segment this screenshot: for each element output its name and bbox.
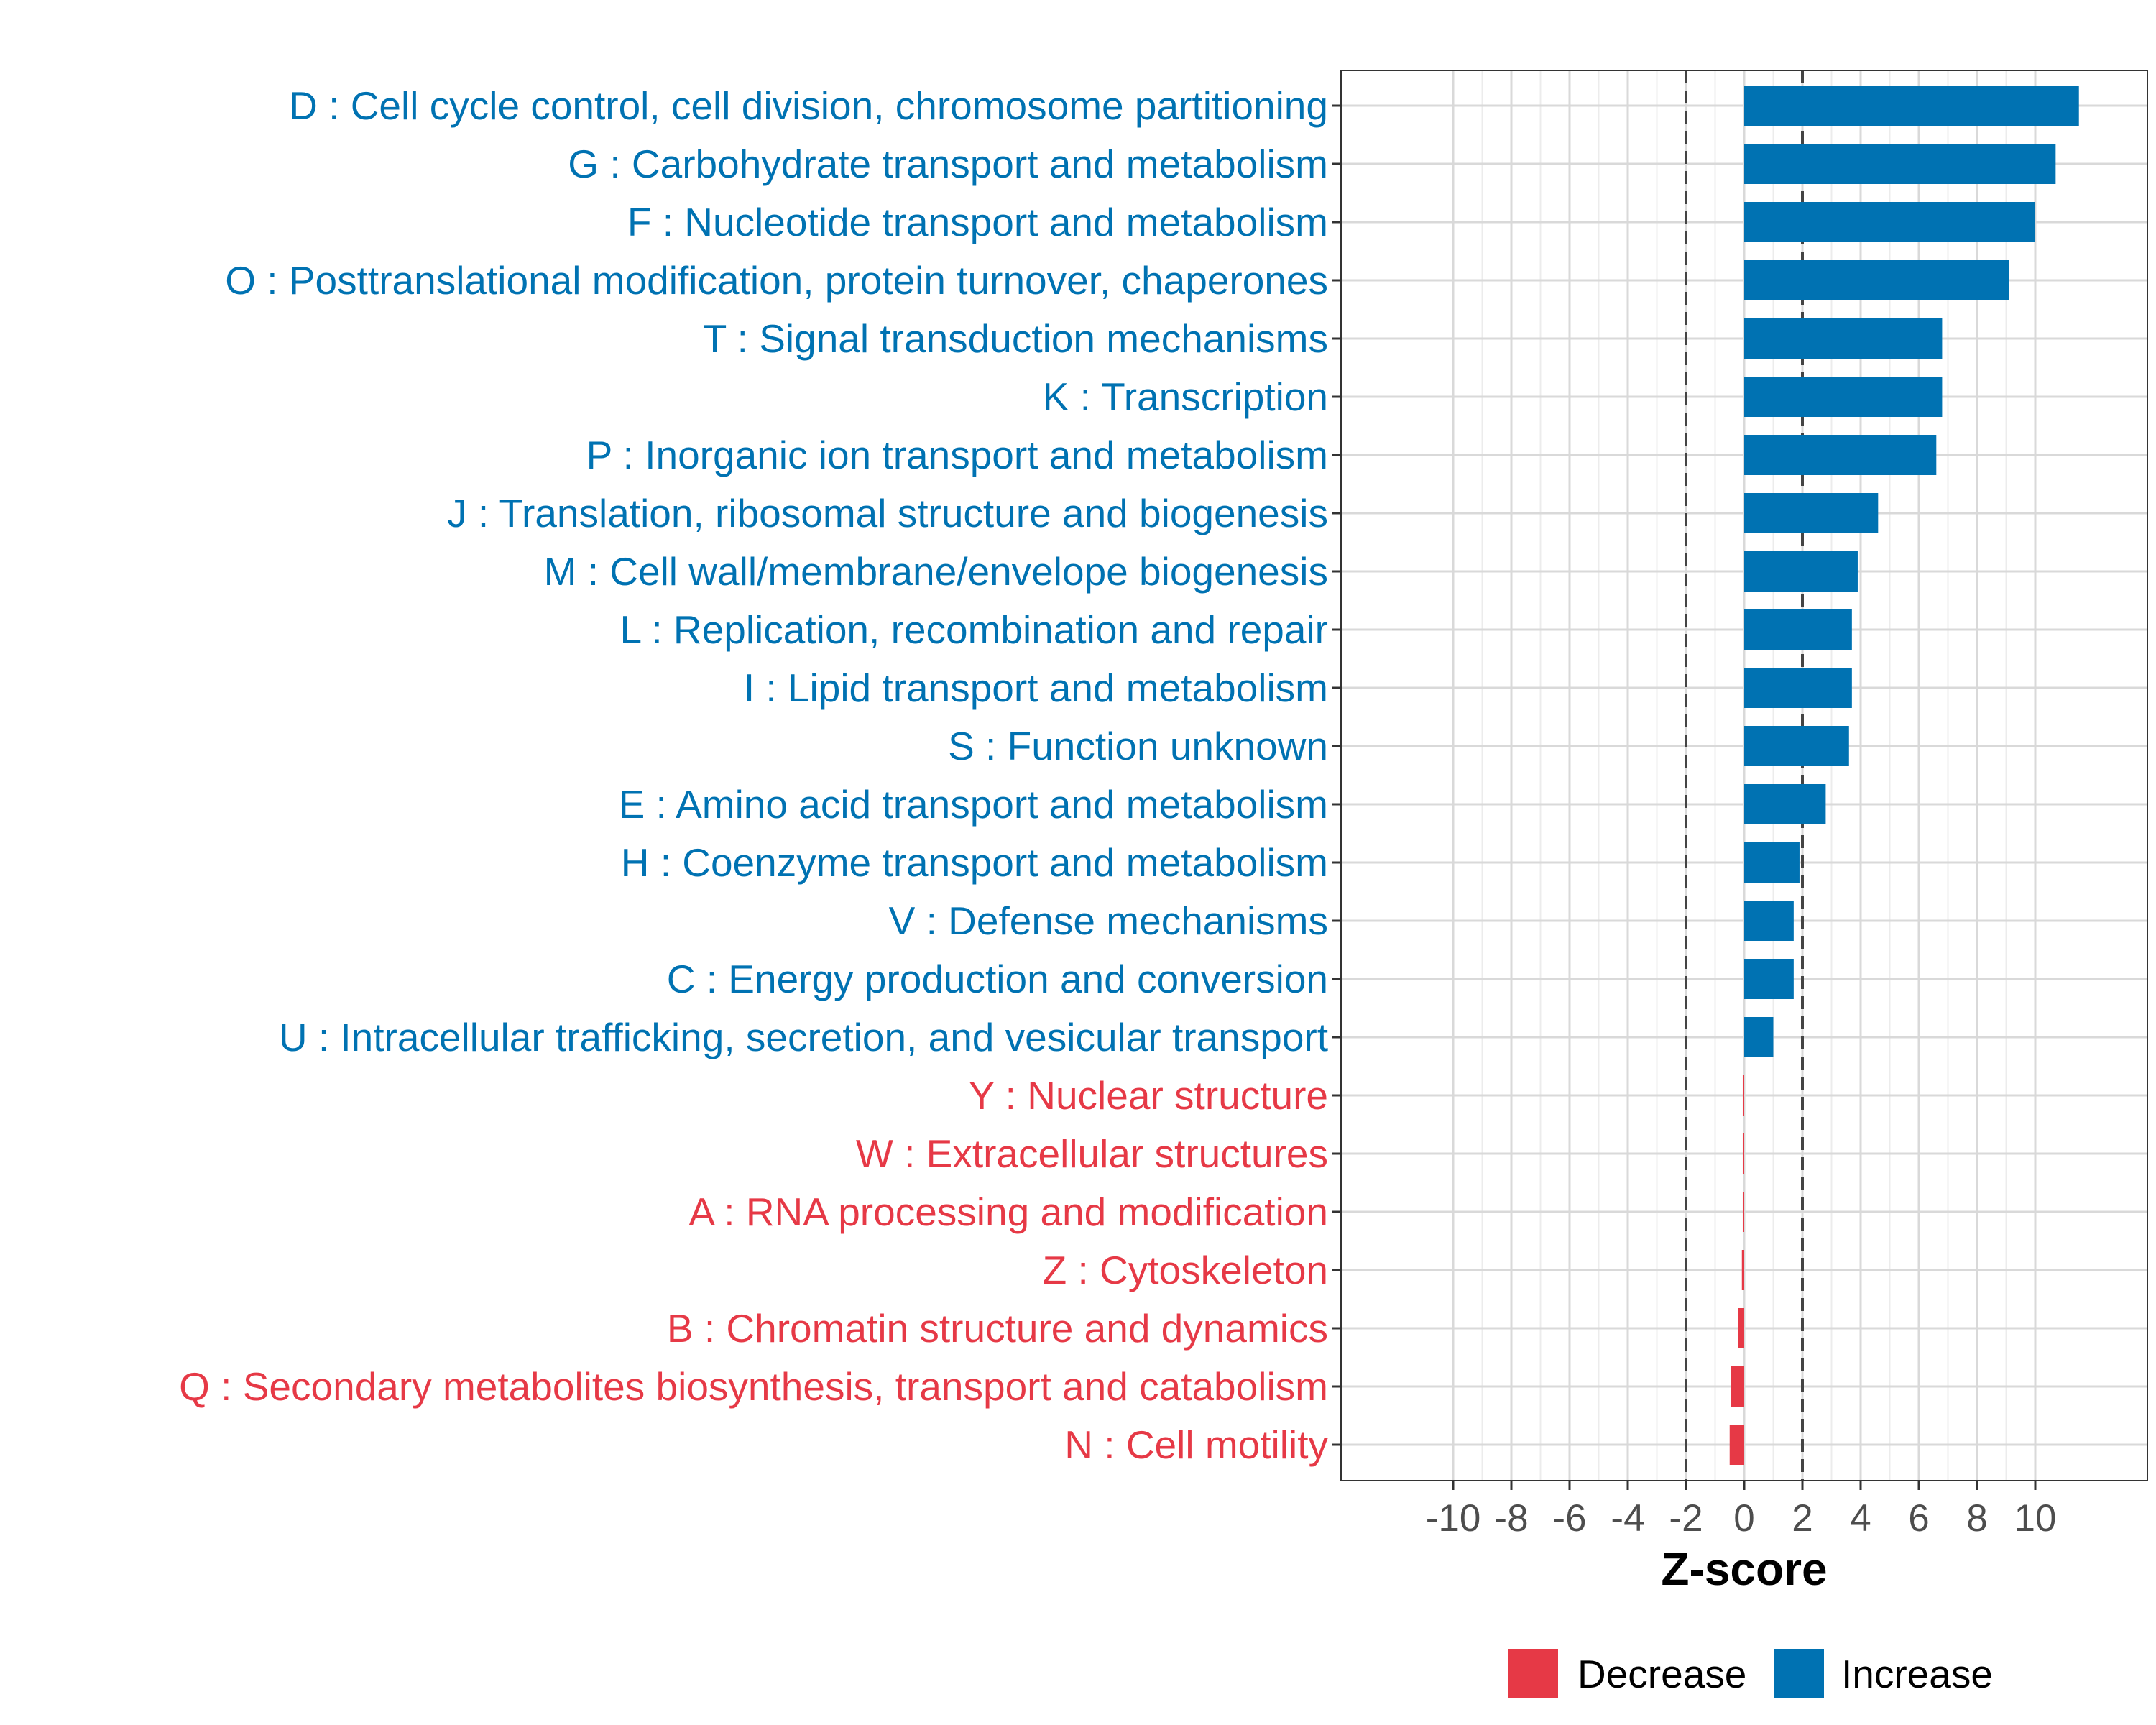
bar (1744, 260, 2009, 300)
x-tick-label: 10 (2014, 1497, 2057, 1540)
bar (1744, 551, 1858, 592)
category-label: S : Function unknown (948, 724, 1328, 768)
category-label: O : Posttranslational modification, prot… (225, 258, 1328, 303)
x-axis-title: Z-score (1661, 1543, 1827, 1595)
x-tick-label: 0 (1733, 1497, 1754, 1540)
x-tick-label: -10 (1426, 1497, 1481, 1540)
category-label: F : Nucleotide transport and metabolism (627, 200, 1328, 244)
bar (1744, 784, 1826, 824)
bar (1742, 1133, 1744, 1174)
bar (1744, 377, 1943, 417)
legend-label-decrease: Decrease (1577, 1652, 1746, 1696)
bar (1744, 318, 1943, 359)
category-label: D : Cell cycle control, cell division, c… (289, 83, 1328, 128)
category-label: M : Cell wall/membrane/envelope biogenes… (544, 549, 1328, 594)
bar (1744, 959, 1794, 999)
bar (1744, 726, 1849, 766)
bar (1744, 668, 1852, 708)
category-label: V : Defense mechanisms (889, 898, 1328, 943)
legend-label-increase: Increase (1841, 1652, 1993, 1696)
category-label: G : Carbohydrate transport and metabolis… (568, 142, 1328, 186)
x-tick-label: 2 (1792, 1497, 1812, 1540)
category-label: H : Coenzyme transport and metabolism (621, 840, 1328, 885)
bar (1744, 1017, 1774, 1057)
bar (1744, 202, 2035, 242)
bar (1744, 86, 2079, 126)
category-label: B : Chromatin structure and dynamics (667, 1306, 1328, 1351)
category-label: T : Signal transduction mechanisms (703, 316, 1328, 361)
category-label: L : Replication, recombination and repai… (620, 607, 1328, 652)
category-label: P : Inorganic ion transport and metaboli… (586, 433, 1328, 477)
grid-lines (1341, 70, 2147, 1481)
bar (1729, 1425, 1744, 1465)
x-tick-label: 6 (1908, 1497, 1929, 1540)
category-label: C : Energy production and conversion (667, 957, 1328, 1001)
threshold-lines (1685, 70, 1804, 1481)
bar (1744, 610, 1852, 650)
category-label: A : RNA processing and modification (688, 1190, 1328, 1234)
legend-swatch-decrease (1508, 1649, 1558, 1698)
bar (1744, 493, 1879, 533)
x-tick-label: 8 (1966, 1497, 1987, 1540)
x-tick-label: -6 (1552, 1497, 1586, 1540)
bar (1742, 1192, 1744, 1232)
category-label: Y : Nuclear structure (969, 1073, 1328, 1118)
bar (1742, 1075, 1744, 1116)
category-label: E : Amino acid transport and metabolism (619, 782, 1328, 827)
category-label: N : Cell motility (1064, 1422, 1328, 1467)
category-label: U : Intracellular trafficking, secretion… (279, 1015, 1328, 1059)
bar (1744, 435, 1937, 475)
category-label: K : Transcription (1043, 374, 1328, 419)
bar (1741, 1250, 1744, 1290)
x-tick-label: -8 (1494, 1497, 1528, 1540)
bar (1744, 144, 2056, 184)
x-tick-label: -4 (1611, 1497, 1644, 1540)
category-label: Z : Cytoskeleton (1043, 1248, 1328, 1292)
bars (1729, 86, 2079, 1465)
legend: Decrease Increase (1508, 1649, 1993, 1698)
bar (1731, 1366, 1744, 1407)
x-tick-label: 4 (1850, 1497, 1871, 1540)
x-axis-ticks: -10 -8 -6 -4 -2 0 2 4 6 8 10 (1426, 1481, 2057, 1540)
bar (1738, 1308, 1744, 1348)
x-tick-label: -2 (1669, 1497, 1703, 1540)
bar (1744, 842, 1800, 883)
category-label: W : Extracellular structures (856, 1131, 1328, 1176)
bar (1744, 901, 1794, 941)
category-label: I : Lipid transport and metabolism (744, 666, 1328, 710)
category-label: Q : Secondary metabolites biosynthesis, … (179, 1364, 1328, 1409)
category-label: J : Translation, ribosomal structure and… (447, 491, 1328, 535)
category-labels: D : Cell cycle control, cell division, c… (179, 83, 1341, 1467)
legend-swatch-increase (1774, 1649, 1824, 1698)
